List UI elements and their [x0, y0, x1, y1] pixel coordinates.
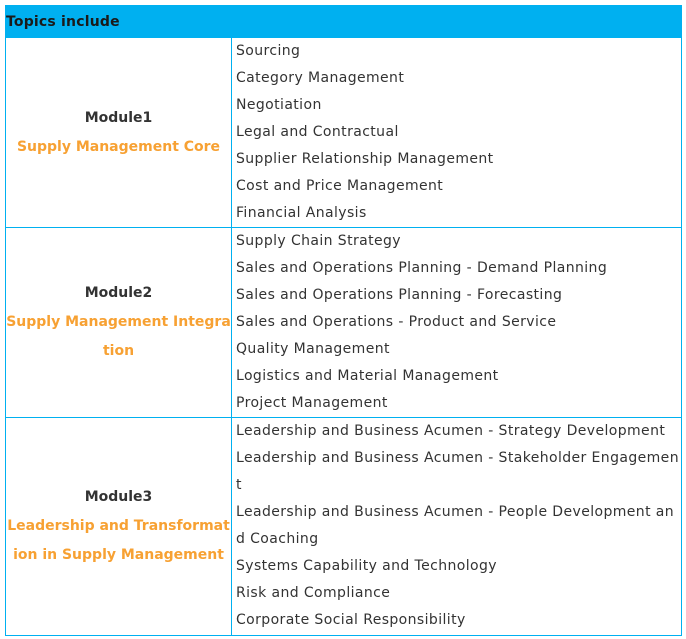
module-label-1: Module1: [84, 109, 153, 126]
topics-table-wrapper: Topics include Module1 Supply Management…: [4, 5, 683, 636]
topic-item: Corporate Social Responsibility: [236, 612, 466, 628]
module-cell-3: Module3 Leadership and Transformation in…: [5, 417, 232, 636]
topic-item: Leadership and Business Acumen - Strateg…: [236, 423, 666, 439]
module-cell-1: Module1 Supply Management Core: [5, 37, 232, 228]
topics-table: Topics include Module1 Supply Management…: [4, 5, 683, 636]
topic-item: Sales and Operations Planning - Demand P…: [236, 260, 608, 276]
topic-list-2: Supply Chain Strategy Sales and Operatio…: [232, 228, 681, 417]
module-cell-2: Module2 Supply Management Integration: [5, 227, 232, 418]
module-row-3: Module3 Leadership and Transformation in…: [5, 417, 683, 636]
topic-item: Legal and Contractual: [236, 124, 399, 140]
topic-item: Systems Capability and Technology: [236, 558, 497, 574]
module-row-1: Module1 Supply Management Core Sourcing …: [5, 37, 683, 228]
topic-item: Category Management: [236, 70, 405, 86]
header-row: Topics include: [4, 5, 683, 38]
topic-item: Financial Analysis: [236, 205, 367, 221]
topic-item: Logistics and Material Management: [236, 368, 499, 384]
module-title-2: Supply Management Integration: [6, 314, 231, 359]
topic-item: Supply Chain Strategy: [236, 233, 401, 249]
topics-cell-3: Leadership and Business Acumen - Strateg…: [230, 417, 683, 636]
topic-item: Sales and Operations - Product and Servi…: [236, 314, 557, 330]
module-label-3: Module3: [84, 489, 153, 505]
topics-cell-2: Supply Chain Strategy Sales and Operatio…: [230, 227, 683, 418]
topic-item: Risk and Compliance: [236, 585, 391, 601]
topic-item: Leadership and Business Acumen - People …: [236, 504, 675, 547]
topic-item: Cost and Price Management: [236, 178, 444, 194]
topics-cell-1: Sourcing Category Management Negotiation…: [230, 37, 683, 228]
topic-item: Supplier Relationship Management: [236, 151, 494, 167]
module-title-1: Supply Management Core: [16, 138, 221, 155]
topic-item: Leadership and Business Acumen - Stakeho…: [236, 450, 679, 493]
topic-item: Sourcing: [236, 43, 301, 59]
module-label-2: Module2: [84, 285, 153, 301]
module-row-2: Module2 Supply Management Integration Su…: [5, 227, 683, 418]
module-title-3: Leadership and Transformation in Supply …: [7, 518, 230, 563]
topic-item: Quality Management: [236, 341, 390, 357]
topic-item: Project Management: [236, 395, 388, 411]
topic-item: Sales and Operations Planning - Forecast…: [236, 287, 563, 303]
topic-list-3: Leadership and Business Acumen - Strateg…: [232, 418, 681, 634]
topic-list-1: Sourcing Category Management Negotiation…: [232, 38, 681, 227]
topic-item: Negotiation: [236, 97, 322, 113]
table-header: Topics include: [4, 5, 683, 38]
